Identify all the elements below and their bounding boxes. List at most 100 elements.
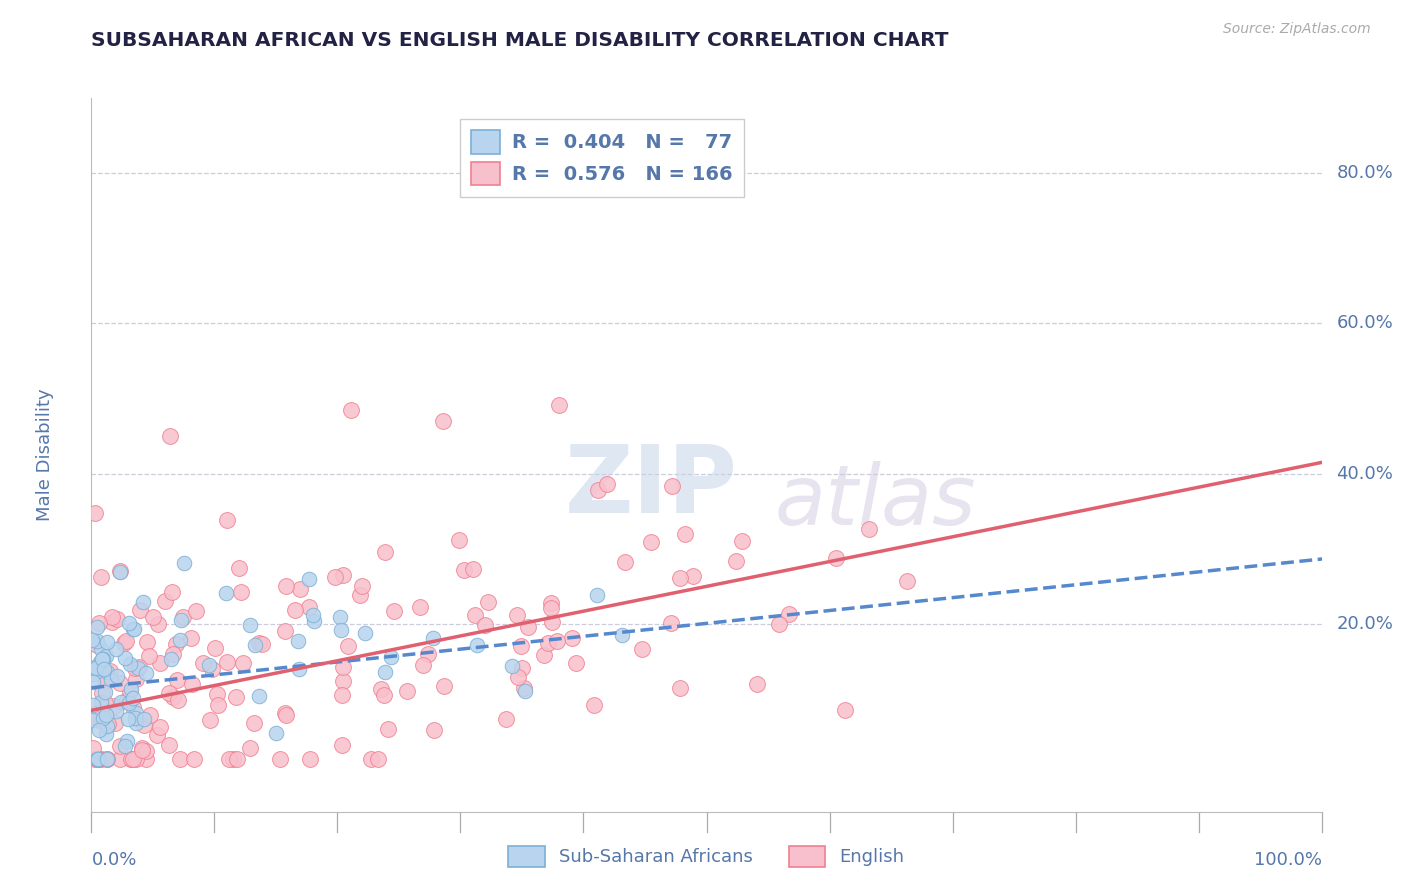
Point: [640, 535, 662, 549]
Point: [222, 752, 245, 766]
Point: [86, 620, 108, 634]
Point: [353, 625, 375, 640]
Point: [513, 681, 536, 695]
Point: [108, 752, 131, 766]
Point: [139, 707, 162, 722]
Point: [166, 673, 188, 687]
Point: [242, 715, 264, 730]
Point: [90, 569, 112, 583]
Point: [330, 738, 353, 752]
Point: [612, 628, 634, 642]
Point: [360, 752, 382, 766]
Point: [186, 604, 208, 618]
Point: [661, 616, 683, 631]
Point: [565, 657, 588, 671]
Point: [114, 739, 136, 753]
Point: [96, 707, 118, 722]
Point: [114, 650, 136, 665]
Point: [226, 752, 249, 766]
Point: [238, 741, 260, 756]
Point: [104, 716, 127, 731]
Point: [274, 706, 297, 720]
Point: [409, 599, 432, 614]
Point: [91, 651, 114, 665]
Point: [110, 695, 132, 709]
Point: [93, 662, 115, 676]
Point: [124, 661, 146, 675]
Point: [373, 688, 395, 702]
Point: [84, 506, 107, 520]
Point: [105, 669, 128, 683]
Point: [96, 752, 118, 766]
Point: [90, 641, 112, 656]
Point: [896, 574, 918, 588]
Point: [83, 660, 105, 674]
Point: [149, 720, 172, 734]
Point: [247, 689, 270, 703]
Point: [778, 607, 800, 621]
Point: [96, 665, 118, 679]
Point: [121, 700, 143, 714]
Point: [153, 594, 176, 608]
Point: [118, 616, 141, 631]
Point: [105, 612, 128, 626]
Point: [332, 567, 354, 582]
Point: [162, 690, 184, 705]
Point: [382, 604, 405, 618]
Point: [533, 648, 555, 663]
Text: 60.0%: 60.0%: [1336, 315, 1393, 333]
Point: [274, 707, 297, 722]
Point: [477, 595, 499, 609]
Point: [191, 656, 214, 670]
Point: [103, 698, 125, 713]
Point: [132, 712, 155, 726]
Point: [124, 710, 146, 724]
Point: [82, 675, 104, 690]
Point: [167, 693, 190, 707]
Point: [170, 613, 193, 627]
Point: [215, 655, 238, 669]
Point: [269, 752, 291, 766]
Point: [128, 602, 150, 616]
Point: [540, 596, 562, 610]
Point: [284, 602, 307, 616]
Point: [86, 661, 108, 675]
Point: [239, 618, 262, 632]
Point: [374, 665, 396, 679]
Point: [120, 752, 142, 766]
Point: [745, 677, 768, 691]
Point: [266, 726, 288, 740]
Point: [96, 635, 118, 649]
Point: [453, 563, 475, 577]
Point: [337, 639, 360, 653]
Point: [91, 686, 114, 700]
Point: [669, 571, 692, 585]
Point: [461, 561, 484, 575]
Point: [673, 527, 696, 541]
Point: [157, 738, 180, 752]
Point: [274, 624, 297, 638]
Point: [506, 607, 529, 622]
Point: [447, 533, 470, 548]
Point: [288, 582, 311, 596]
Point: [96, 752, 118, 766]
Point: [299, 752, 322, 766]
Point: [128, 660, 150, 674]
Point: [86, 752, 108, 766]
Point: [332, 660, 354, 674]
Point: [586, 588, 609, 602]
Point: [513, 684, 536, 698]
Point: [367, 752, 389, 766]
Point: [582, 698, 605, 713]
Point: [87, 752, 110, 766]
Point: [325, 569, 347, 583]
Point: [132, 718, 155, 732]
Point: [423, 723, 446, 737]
Text: 80.0%: 80.0%: [1336, 164, 1393, 182]
Point: [89, 615, 111, 630]
Point: [86, 752, 108, 766]
Point: [96, 752, 118, 766]
Point: [121, 623, 143, 637]
Point: [122, 690, 145, 705]
Point: [540, 601, 562, 615]
